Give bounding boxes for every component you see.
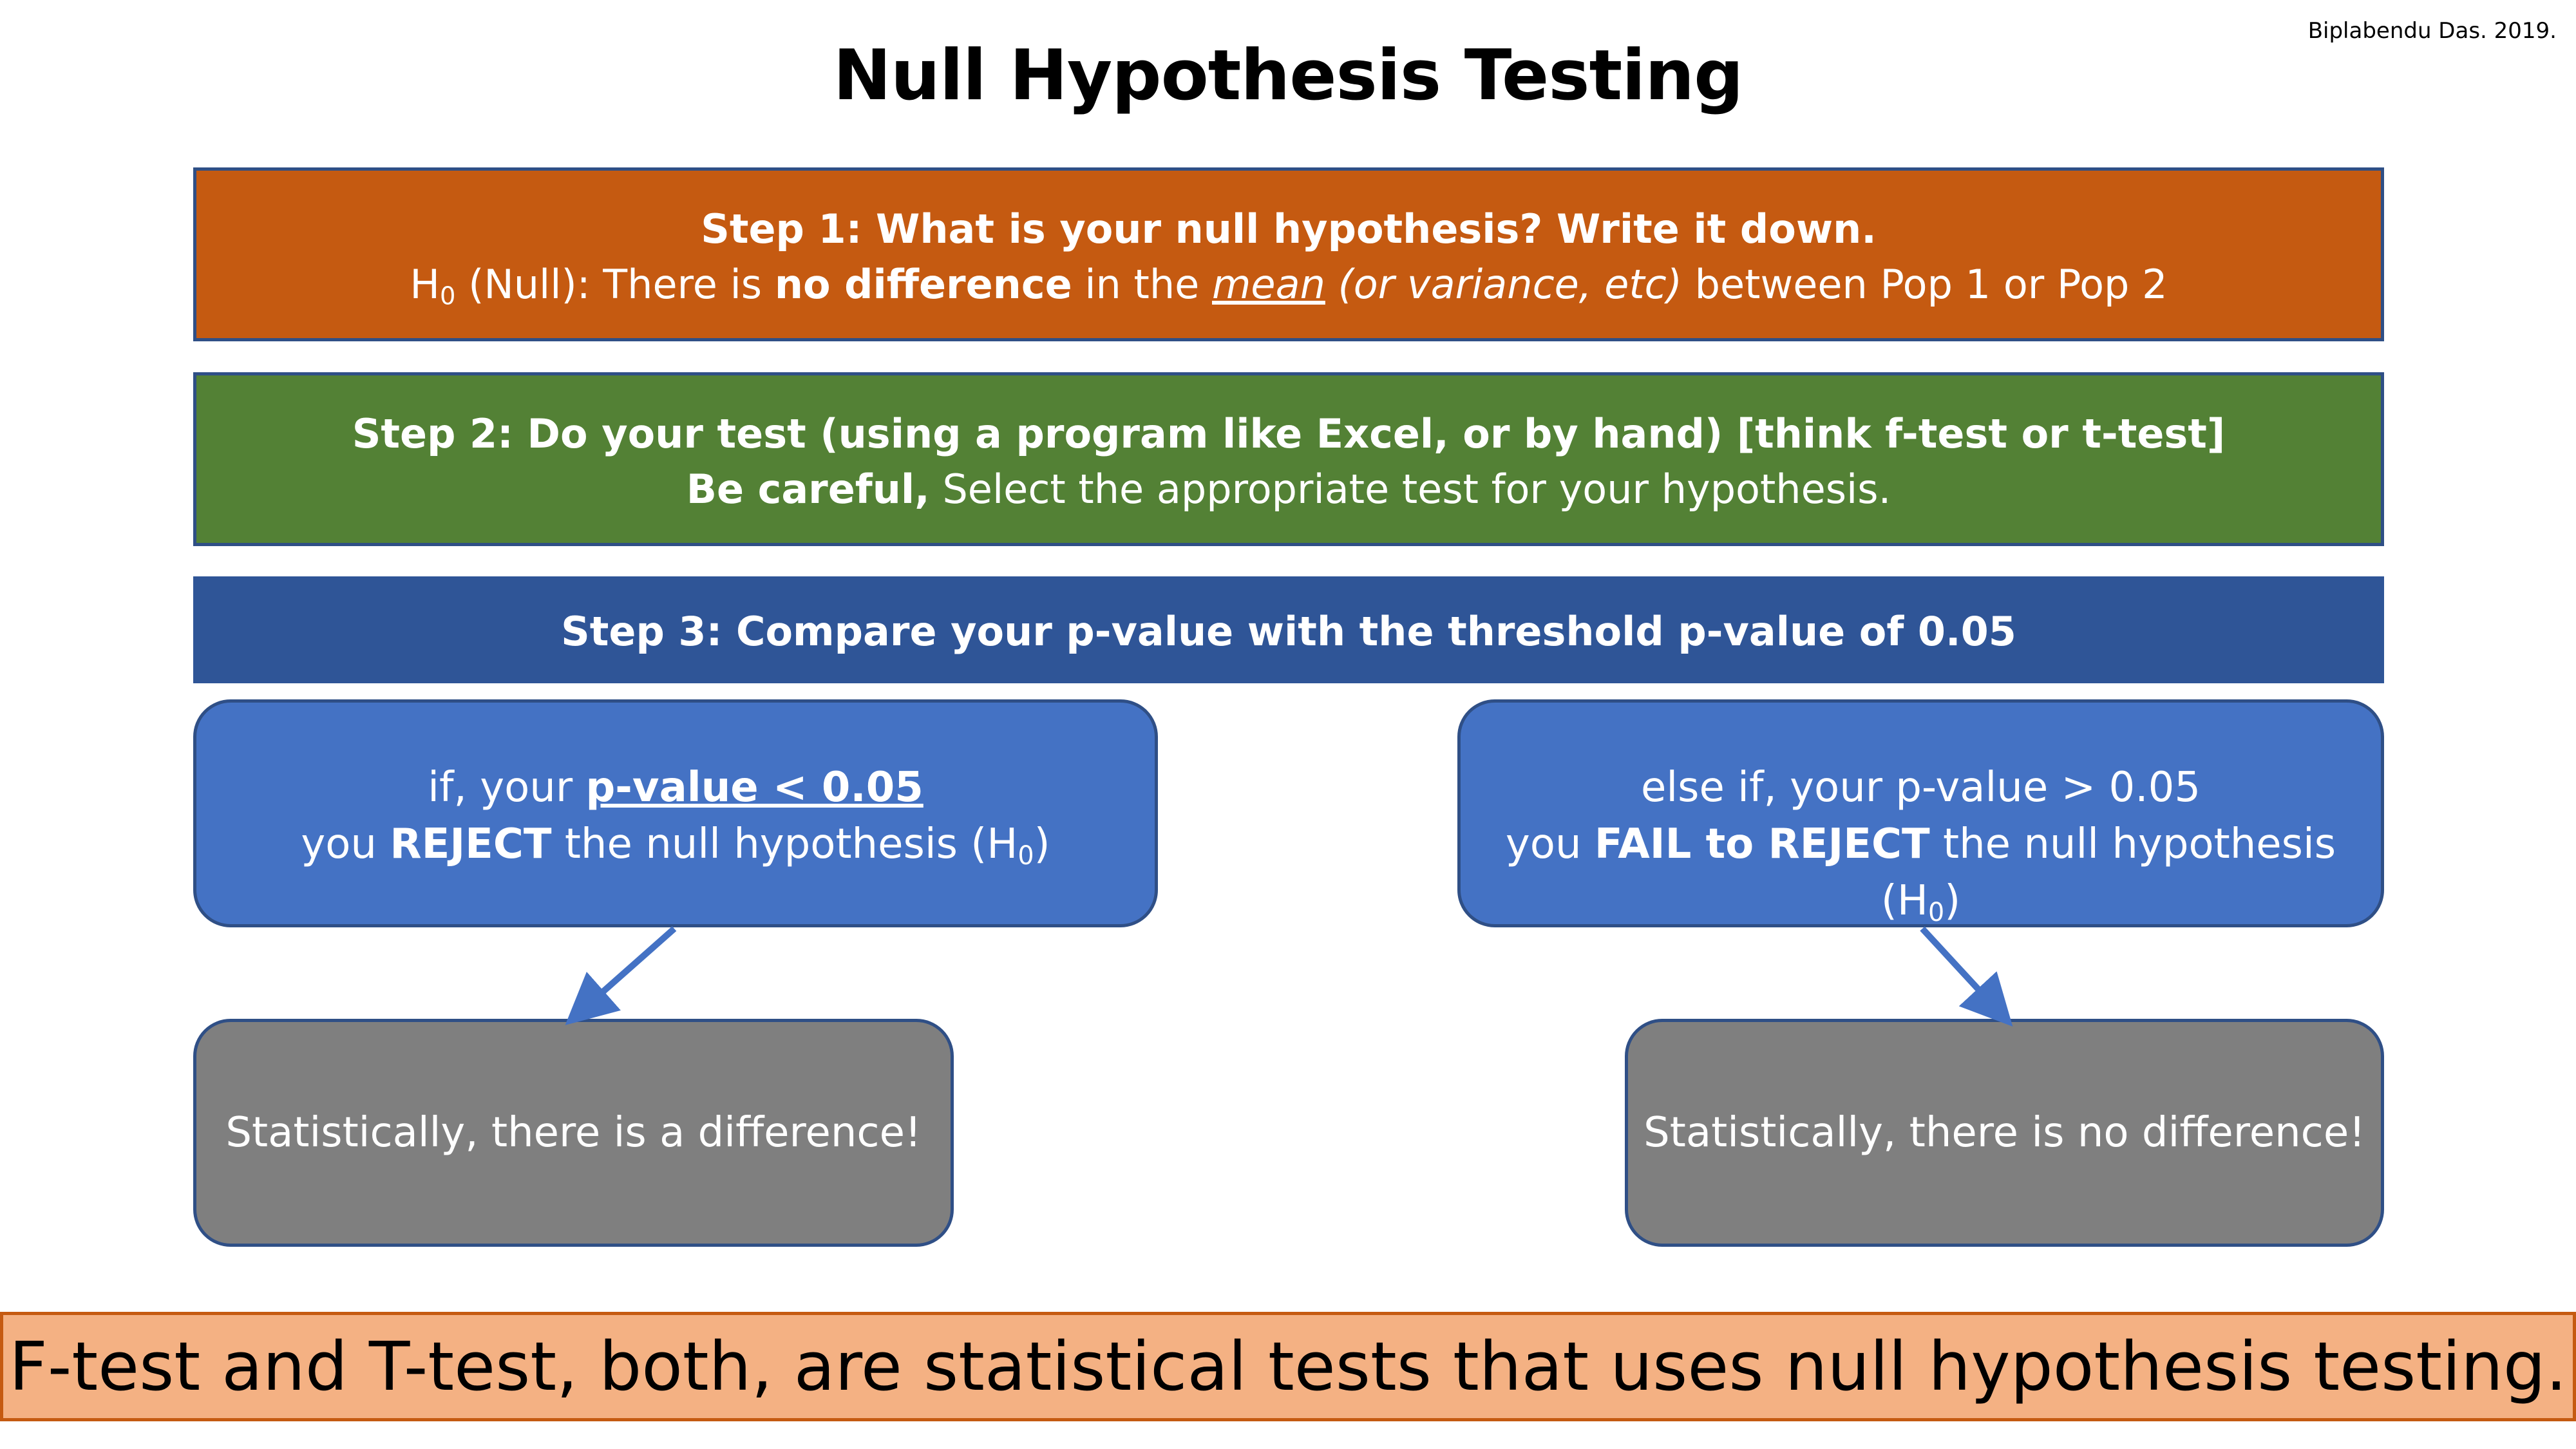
step1-null-hypothesis: H0 (Null): There is no difference in the… xyxy=(196,257,2381,312)
reject-action-prefix: you xyxy=(301,820,390,868)
step1-paren: (or variance, etc) xyxy=(1325,261,1682,308)
outcome-no-difference-box: Statistically, there is no difference! xyxy=(1625,1019,2384,1247)
footer-note: F-test and T-test, both, are statistical… xyxy=(0,1312,2576,1421)
reject-branch-box: if, your p-value < 0.05 you REJECT the n… xyxy=(193,699,1158,927)
step1-box: Step 1: What is your null hypothesis? Wr… xyxy=(193,167,2384,341)
reject-condition: if, your p-value < 0.05 xyxy=(196,759,1155,816)
step1-emphasis: no difference xyxy=(774,261,1072,308)
step1-mean: mean xyxy=(1212,261,1325,308)
fail-action-emph: FAIL to REJECT xyxy=(1594,820,1930,868)
reject-close: ) xyxy=(1034,820,1050,868)
fail-branch-box: else if, your p-value > 0.05 you FAIL to… xyxy=(1457,699,2384,927)
h-subscript: 0 xyxy=(440,281,456,311)
arrow-to-difference xyxy=(565,926,677,1025)
step3-heading: Step 3: Compare your p-value with the th… xyxy=(561,608,2016,655)
reject-action-emph: REJECT xyxy=(390,820,552,868)
reject-action-suffix: the null hypothesis (H xyxy=(551,820,1018,868)
step2-rest: Select the appropriate test for your hyp… xyxy=(929,466,1891,513)
reject-condition-prefix: if, your xyxy=(428,764,586,811)
fail-action-prefix: you xyxy=(1505,820,1595,868)
fail-action-suffix: the null hypothesis (H xyxy=(1880,820,2336,925)
reject-condition-value: p-value < 0.05 xyxy=(585,764,923,811)
outcome-no-difference-text: Statistically, there is no difference! xyxy=(1643,1109,2365,1157)
page-title: Null Hypothesis Testing xyxy=(833,35,1744,116)
step1-prefix: (Null): There is xyxy=(455,261,775,308)
outcome-difference-box: Statistically, there is a difference! xyxy=(193,1019,954,1247)
h-subscript: 0 xyxy=(1018,840,1034,871)
fail-close: ) xyxy=(1944,877,1961,925)
step1-mid: in the xyxy=(1072,261,1213,308)
arrow-to-no-difference xyxy=(1920,926,2013,1027)
step2-heading: Step 2: Do your test (using a program li… xyxy=(352,410,2226,457)
h-symbol: H xyxy=(410,261,440,308)
step1-heading: Step 1: What is your null hypothesis? Wr… xyxy=(701,205,1877,252)
h-subscript: 0 xyxy=(1927,897,1945,927)
outcome-difference-text: Statistically, there is a difference! xyxy=(225,1109,922,1157)
step2-note: Be careful, Select the appropriate test … xyxy=(196,462,2381,517)
author-credit: Biplabendu Das. 2019. xyxy=(2307,18,2557,44)
reject-action: you REJECT the null hypothesis (H0) xyxy=(196,816,1155,873)
step3-box: Step 3: Compare your p-value with the th… xyxy=(193,576,2384,683)
fail-action: you FAIL to REJECT the null hypothesis (… xyxy=(1461,816,2381,929)
step1-suffix: between Pop 1 or Pop 2 xyxy=(1681,261,2168,308)
step2-box: Step 2: Do your test (using a program li… xyxy=(193,372,2384,546)
step2-careful: Be careful, xyxy=(686,466,930,513)
fail-condition: else if, your p-value > 0.05 xyxy=(1640,764,2201,811)
